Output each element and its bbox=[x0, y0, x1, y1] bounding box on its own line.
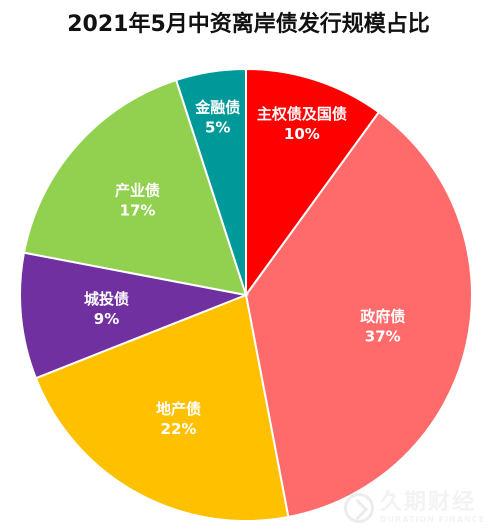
slice-category-label: 政府债 bbox=[360, 308, 405, 326]
slice-percent-label: 37% bbox=[365, 328, 401, 346]
watermark-text-en: DURATION FINANCE bbox=[380, 515, 485, 524]
pie-labels: 主权债及国债 10% 政府债 37% 地产债 22% 城投债 9% 产业债 17% 金融债 5% bbox=[84, 98, 405, 437]
chart-title: 2021年5月中资离岸债发行规模占比 bbox=[67, 12, 430, 37]
pie-slice bbox=[22, 78, 248, 297]
slice-percent-label: 17% bbox=[120, 201, 156, 219]
watermark: 久期财经 DURATION FINANCE bbox=[344, 492, 485, 524]
slice-category-label: 城投债 bbox=[84, 290, 129, 308]
watermark-text-cn: 久期财经 bbox=[380, 490, 477, 515]
slice-percent-label: 9% bbox=[94, 310, 119, 328]
pie-slice bbox=[174, 67, 247, 296]
slice-category-label: 地产债 bbox=[156, 400, 201, 418]
slice-percent-label: 10% bbox=[284, 125, 320, 143]
pie-slices bbox=[19, 67, 473, 522]
slice-percent-label: 5% bbox=[205, 118, 230, 136]
slice-category-label: 主权债及国债 bbox=[257, 105, 347, 123]
slice-percent-label: 22% bbox=[161, 420, 197, 438]
slice-category-label: 产业债 bbox=[115, 181, 160, 199]
slice-category-label: 金融债 bbox=[194, 98, 240, 116]
pie-slice bbox=[34, 293, 290, 522]
pie-slice bbox=[19, 251, 250, 380]
duration-finance-logo-icon bbox=[344, 493, 375, 523]
pie-slice bbox=[245, 67, 381, 299]
